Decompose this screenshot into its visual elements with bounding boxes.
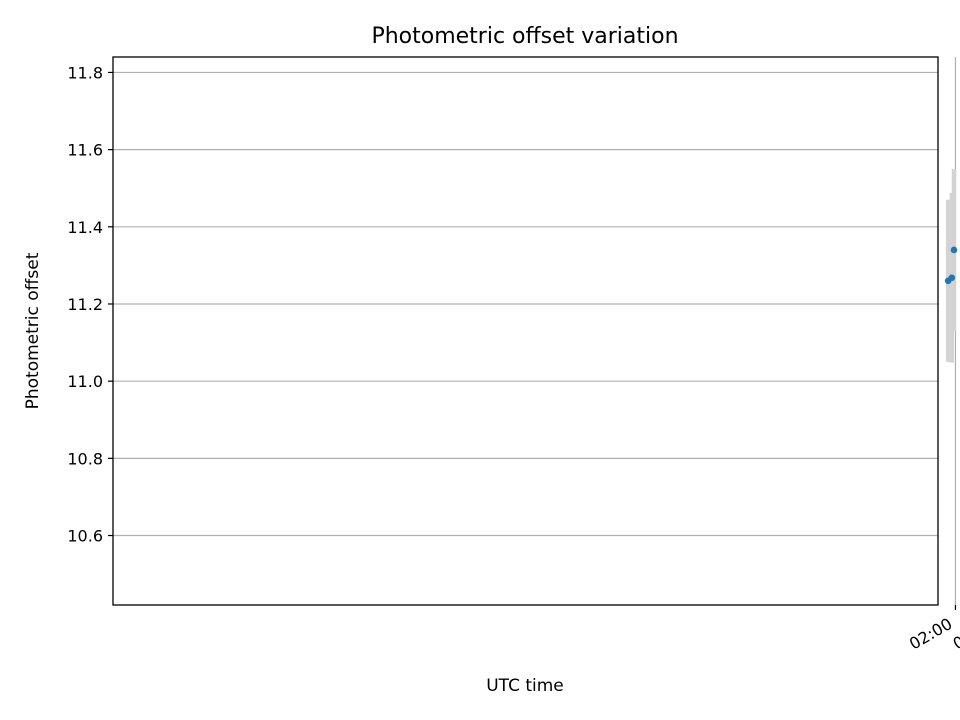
y-tick-label: 11.0 (67, 372, 103, 391)
y-tick-label: 10.8 (67, 449, 103, 468)
grid-lines (113, 57, 957, 605)
y-tick-label: 11.4 (67, 218, 103, 237)
x-tick-label: 02:00 (906, 614, 955, 654)
data-points (944, 246, 958, 285)
y-tick-label: 11.8 (67, 63, 103, 82)
data-point (944, 277, 952, 285)
x-tick-label: 01:00 (950, 614, 960, 654)
axis-ticks: 10.610.811.011.211.411.611.822:0023:0000… (67, 63, 960, 653)
y-axis-label: Photometric offset (23, 252, 43, 409)
y-tick-label: 10.6 (67, 527, 103, 546)
plot-frame (112, 56, 939, 606)
error-bars (945, 168, 957, 363)
data-point (950, 246, 958, 254)
x-axis-label: UTC time (486, 676, 564, 696)
y-tick-label: 11.2 (67, 295, 103, 314)
chart-title: Photometric offset variation (371, 24, 678, 49)
y-tick-label: 11.6 (67, 141, 103, 160)
